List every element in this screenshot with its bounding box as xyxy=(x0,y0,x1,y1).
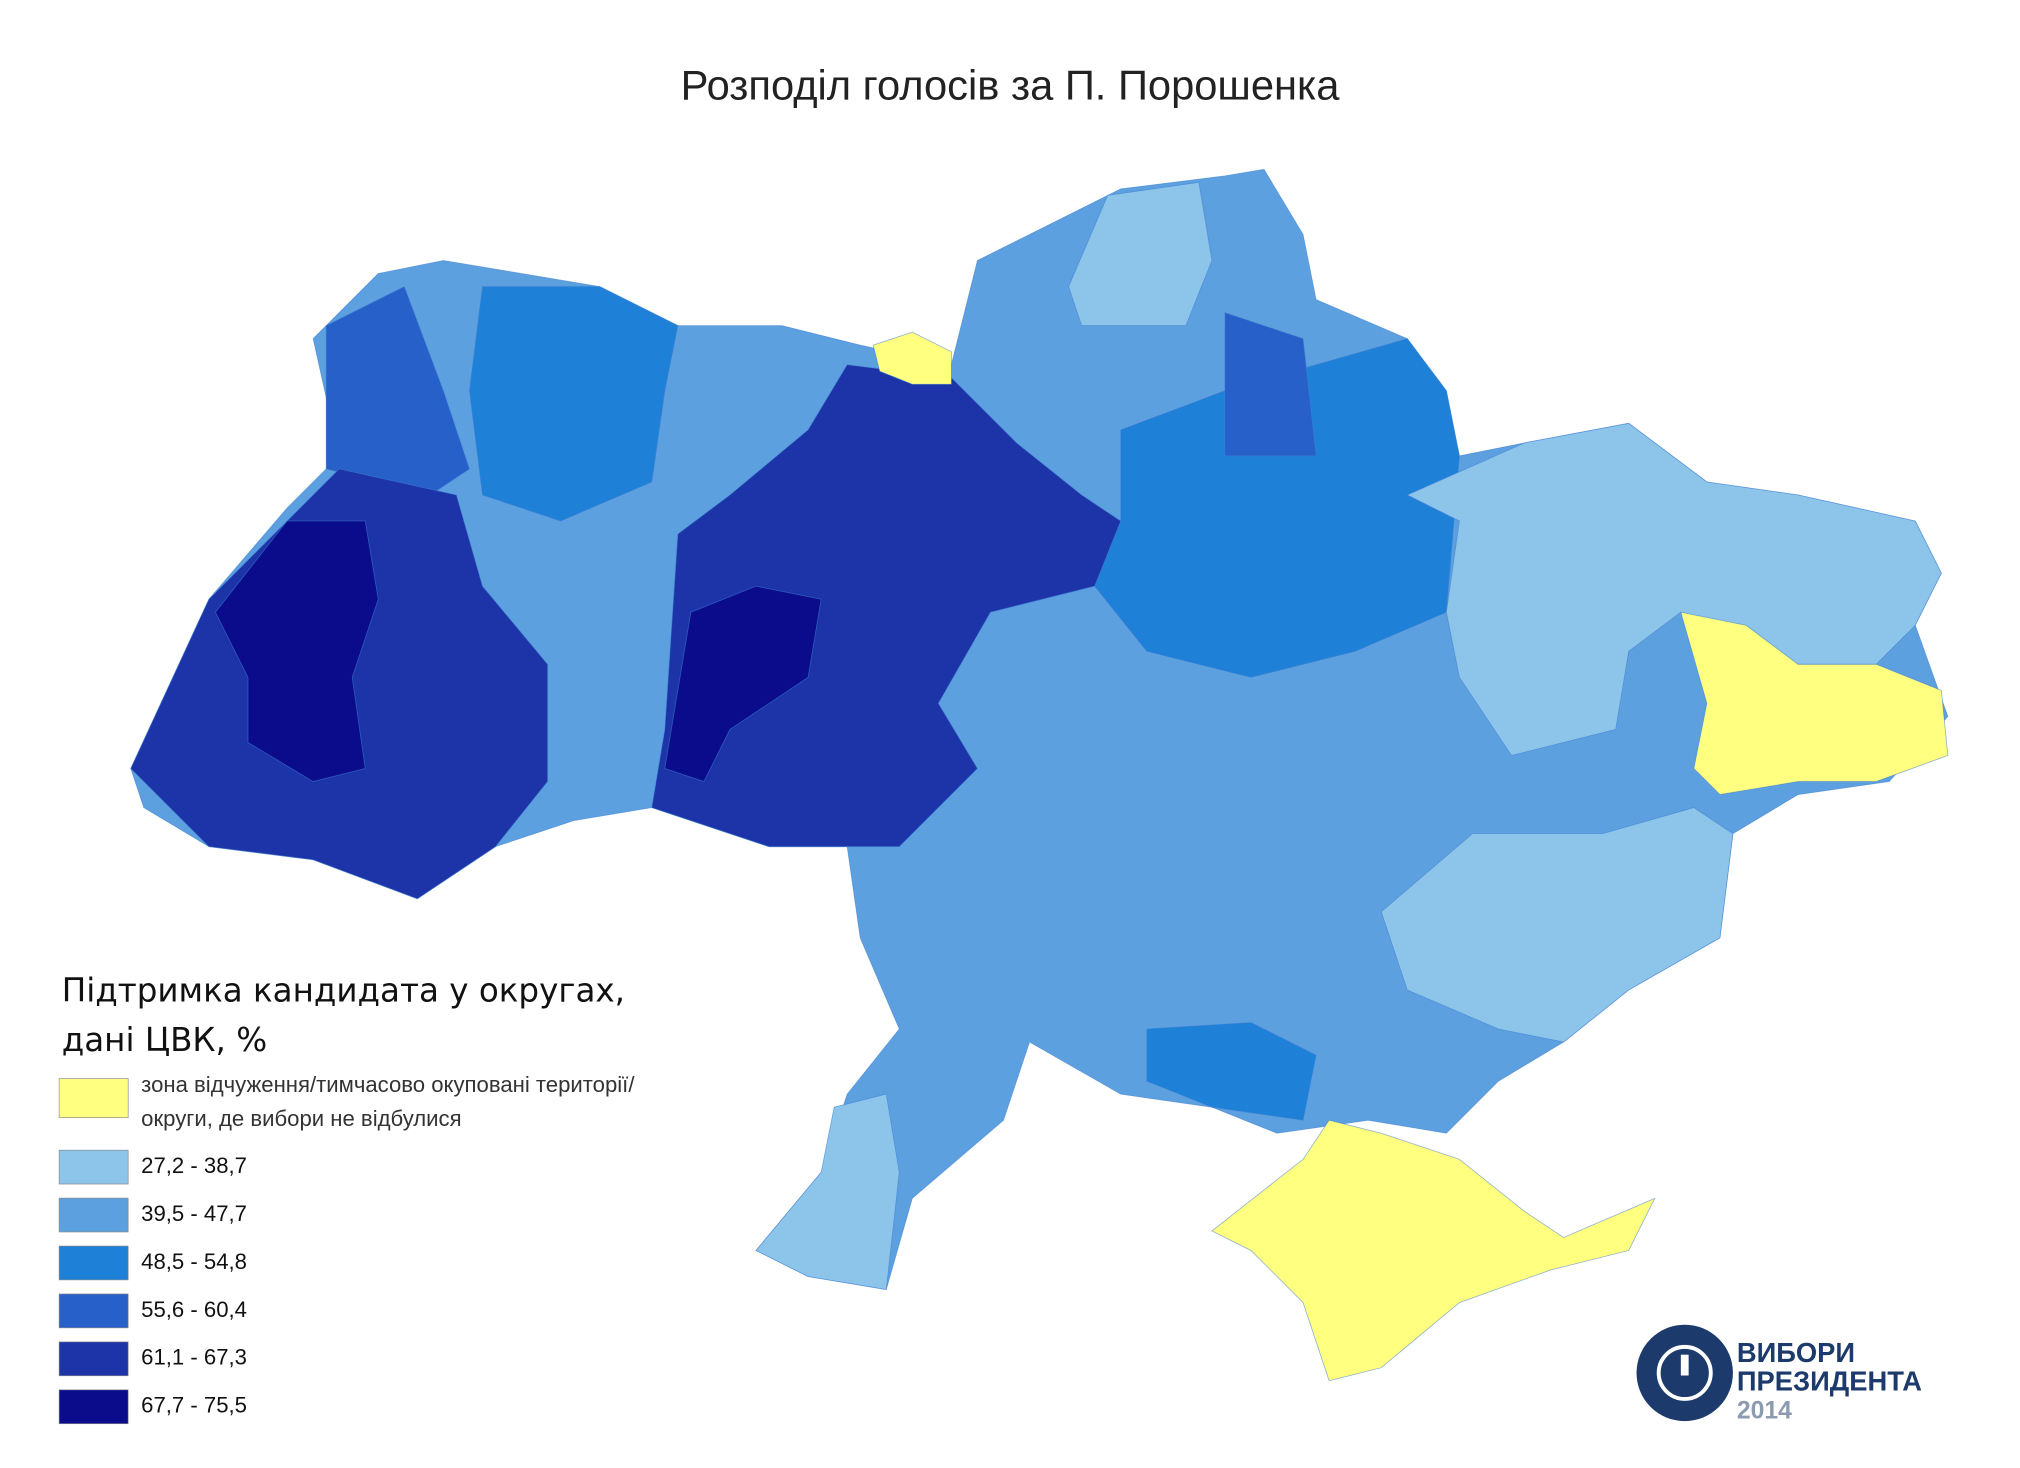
legend-label: 61,1 - 67,3 xyxy=(141,1345,247,1370)
logo-text: ПРЕЗИДЕНТА xyxy=(1737,1366,1922,1397)
legend-label: 67,7 - 75,5 xyxy=(141,1393,247,1418)
region xyxy=(651,364,1122,848)
region xyxy=(1146,1022,1317,1121)
legend-swatch xyxy=(58,1389,129,1425)
legend-swatch xyxy=(58,1078,129,1118)
map-title: Розподіл голосів за П. Порошенка xyxy=(681,62,1341,109)
region xyxy=(1680,611,1949,795)
legend: Підтримка кандидата у округах, дані ЦВК, … xyxy=(58,972,635,1425)
logo: ВИБОРИ ПРЕЗИДЕНТА 2014 xyxy=(1636,1324,1922,1425)
map-regions xyxy=(130,168,1949,1382)
legend-label: 55,6 - 60,4 xyxy=(141,1297,247,1322)
legend-swatch xyxy=(58,1197,129,1233)
legend-label: 48,5 - 54,8 xyxy=(141,1249,247,1274)
region xyxy=(469,286,679,522)
legend-label: 39,5 - 47,7 xyxy=(141,1201,247,1226)
legend-swatch xyxy=(58,1149,129,1185)
region xyxy=(664,585,822,783)
legend-label: округи, де вибори не відбулися xyxy=(141,1106,461,1131)
logo-text: ВИБОРИ xyxy=(1737,1337,1855,1368)
region xyxy=(214,520,379,782)
region xyxy=(1068,181,1213,327)
legend-title: дані ЦВК, % xyxy=(62,1021,267,1059)
legend-swatch xyxy=(58,1293,129,1329)
region xyxy=(1380,807,1734,1043)
legend-label: зона відчуження/тимчасово окуповані тери… xyxy=(141,1072,635,1097)
region xyxy=(1224,312,1317,457)
logo-ring xyxy=(1656,1344,1713,1401)
region xyxy=(755,1093,900,1291)
legend-swatch xyxy=(58,1245,129,1281)
legend-swatch xyxy=(58,1341,129,1377)
legend-label: 27,2 - 38,7 xyxy=(141,1153,247,1178)
region xyxy=(1211,1119,1656,1382)
logo-mark xyxy=(1680,1354,1689,1376)
logo-year: 2014 xyxy=(1737,1398,1792,1425)
region xyxy=(872,331,952,385)
legend-title: Підтримка кандидата у округах, xyxy=(62,972,625,1010)
